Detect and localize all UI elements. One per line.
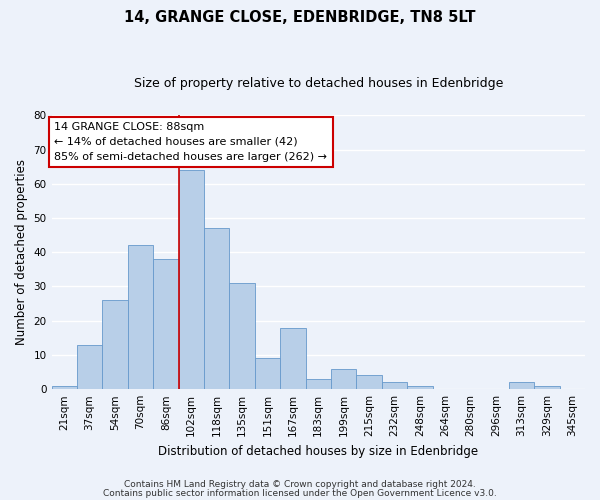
Bar [255, 358, 280, 389]
Bar [128, 246, 153, 389]
Bar [356, 376, 382, 389]
Bar [229, 283, 255, 389]
Bar [331, 368, 356, 389]
Bar [382, 382, 407, 389]
Bar [407, 386, 433, 389]
Text: Contains public sector information licensed under the Open Government Licence v3: Contains public sector information licen… [103, 488, 497, 498]
Text: 14 GRANGE CLOSE: 88sqm
← 14% of detached houses are smaller (42)
85% of semi-det: 14 GRANGE CLOSE: 88sqm ← 14% of detached… [54, 122, 327, 162]
Bar [280, 328, 305, 389]
Bar [179, 170, 204, 389]
Text: 14, GRANGE CLOSE, EDENBRIDGE, TN8 5LT: 14, GRANGE CLOSE, EDENBRIDGE, TN8 5LT [124, 10, 476, 25]
Title: Size of property relative to detached houses in Edenbridge: Size of property relative to detached ho… [134, 78, 503, 90]
Bar [509, 382, 534, 389]
Bar [204, 228, 229, 389]
Bar [52, 386, 77, 389]
Bar [305, 379, 331, 389]
Y-axis label: Number of detached properties: Number of detached properties [15, 159, 28, 345]
Bar [103, 300, 128, 389]
Text: Contains HM Land Registry data © Crown copyright and database right 2024.: Contains HM Land Registry data © Crown c… [124, 480, 476, 489]
Bar [153, 259, 179, 389]
X-axis label: Distribution of detached houses by size in Edenbridge: Distribution of detached houses by size … [158, 444, 478, 458]
Bar [77, 344, 103, 389]
Bar [534, 386, 560, 389]
